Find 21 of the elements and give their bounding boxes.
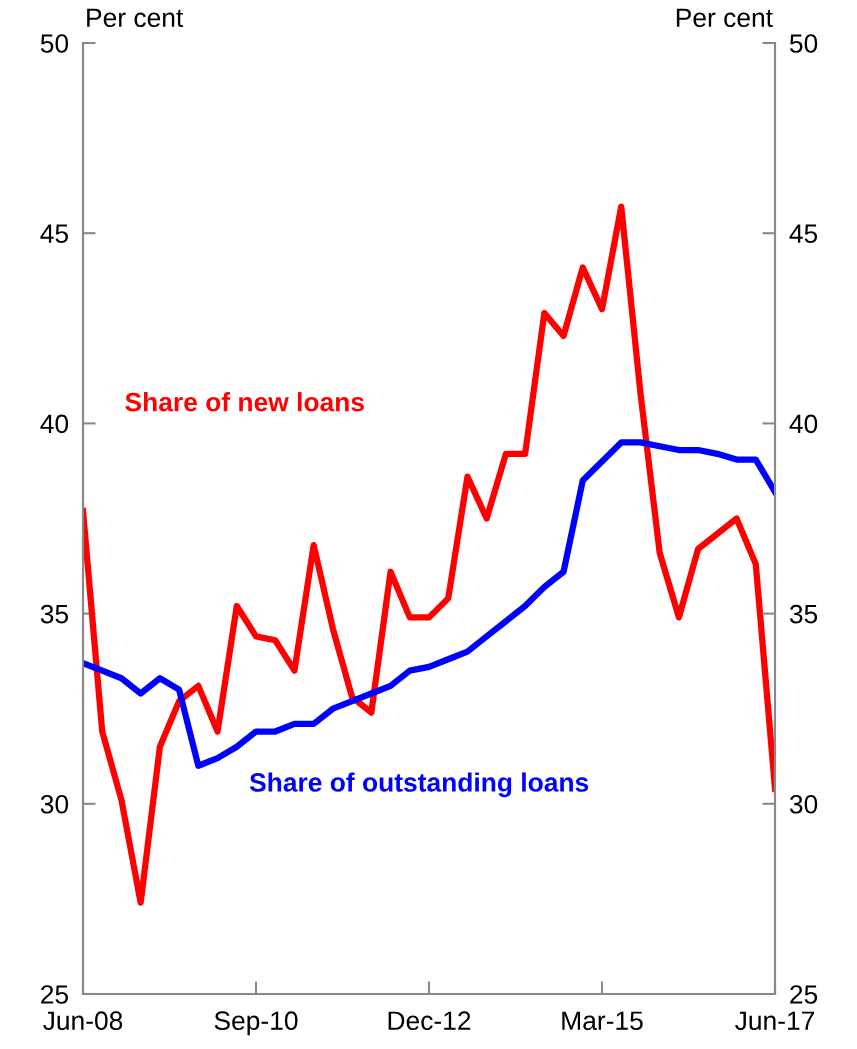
x-tick-label: Dec-12 [388,1011,471,1031]
x-tick-label: Sep-10 [214,1011,298,1036]
x-tick-label: Jun-17 [735,1011,815,1031]
y-tick-label: 35 [40,604,69,624]
text: Share of new loans [125,392,364,412]
y-tick-label: 30 [40,794,69,814]
y-tick-label: 40 [40,414,69,434]
y2-tick-label: 45 [789,224,818,244]
y2-axis-title: Per cent [676,8,773,28]
y-tick-label: 50 [40,34,69,53]
y-tick-label: 45 [40,224,69,244]
y-axis-title: Per cent [87,8,184,28]
y-tick-label: 25 [41,985,69,1004]
series-label: Share of outstanding loans [249,772,589,798]
y2-tick-label: 50 [789,34,818,53]
x-tick-label: Mar-15 [562,1011,643,1031]
x-tick-label: Jun-08 [43,1011,123,1031]
y2-tick-label: 40 [789,414,818,434]
y2-tick-label: 35 [789,604,818,624]
y2-tick-label: 30 [789,794,818,814]
y2-tick-label: 25 [790,985,818,1004]
